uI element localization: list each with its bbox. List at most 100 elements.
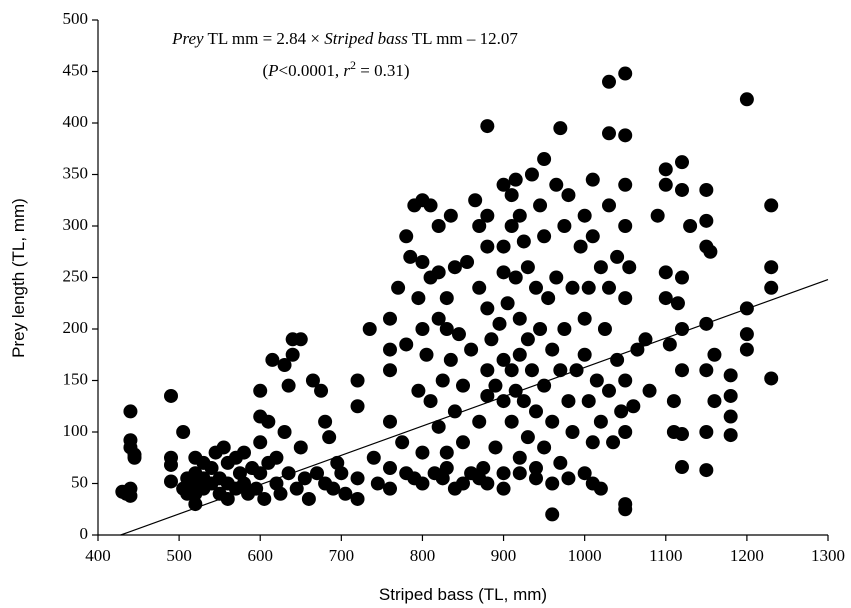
point xyxy=(614,404,629,419)
point xyxy=(561,471,576,486)
point xyxy=(383,363,397,378)
point xyxy=(188,497,203,512)
point xyxy=(658,177,673,192)
point xyxy=(707,394,722,409)
fit-line xyxy=(120,278,829,536)
point xyxy=(127,450,142,465)
point xyxy=(618,128,633,143)
point xyxy=(529,280,543,295)
point xyxy=(488,378,503,393)
x-tick-label: 1100 xyxy=(649,546,682,565)
point xyxy=(289,481,304,496)
point xyxy=(764,371,779,386)
point xyxy=(456,476,470,491)
point xyxy=(675,427,689,442)
point xyxy=(516,234,531,249)
x-tick-label: 500 xyxy=(166,546,192,565)
point xyxy=(415,255,430,270)
point xyxy=(456,435,470,450)
point xyxy=(383,481,397,496)
point xyxy=(666,394,681,409)
point xyxy=(565,425,580,439)
point xyxy=(496,239,511,254)
point xyxy=(480,363,495,378)
point xyxy=(431,311,446,326)
point xyxy=(703,244,718,259)
point xyxy=(602,280,616,295)
point xyxy=(496,466,511,481)
point xyxy=(403,249,418,264)
point xyxy=(350,491,365,506)
y-tick-label: 150 xyxy=(63,369,89,388)
x-tick-label: 900 xyxy=(491,546,517,565)
point xyxy=(675,270,689,285)
point xyxy=(496,177,511,192)
point xyxy=(707,347,722,362)
point xyxy=(391,280,406,295)
y-axis-title: Prey length (TL, mm) xyxy=(9,198,28,358)
point xyxy=(508,270,523,285)
point xyxy=(618,66,633,81)
point xyxy=(496,481,511,496)
point xyxy=(764,198,779,213)
point xyxy=(585,229,600,244)
point xyxy=(723,368,738,383)
point xyxy=(439,322,454,336)
point xyxy=(577,347,592,362)
point xyxy=(164,474,178,489)
point xyxy=(447,260,462,275)
point xyxy=(573,239,588,254)
point xyxy=(439,461,454,476)
point xyxy=(350,471,365,486)
point xyxy=(237,445,251,460)
x-tick-label: 1200 xyxy=(730,546,764,565)
point xyxy=(520,430,535,445)
point xyxy=(443,208,458,223)
point xyxy=(516,394,531,409)
point xyxy=(508,383,523,398)
point xyxy=(439,291,454,306)
point xyxy=(699,213,714,228)
point xyxy=(723,388,738,403)
point xyxy=(512,208,527,223)
point xyxy=(618,502,633,517)
point xyxy=(468,193,483,208)
point xyxy=(602,198,616,213)
y-tick-label: 450 xyxy=(63,60,89,79)
point xyxy=(650,208,665,223)
point xyxy=(362,322,377,336)
point xyxy=(314,383,329,398)
point xyxy=(699,182,714,197)
point xyxy=(253,435,268,450)
x-tick-label: 700 xyxy=(329,546,355,565)
point xyxy=(553,363,568,378)
point xyxy=(480,388,495,403)
point xyxy=(699,463,714,478)
point xyxy=(277,358,292,373)
point xyxy=(593,481,608,496)
point xyxy=(541,291,556,306)
point xyxy=(123,404,138,419)
y-tick-label: 100 xyxy=(63,421,89,440)
point xyxy=(606,435,621,450)
point xyxy=(423,394,438,409)
point xyxy=(589,373,604,388)
point xyxy=(739,92,754,107)
point xyxy=(407,471,422,486)
point xyxy=(723,409,738,424)
point xyxy=(553,121,568,136)
point xyxy=(415,445,430,460)
point xyxy=(164,388,178,403)
point xyxy=(520,260,535,275)
point xyxy=(610,352,625,367)
point xyxy=(764,260,779,275)
point xyxy=(472,280,487,295)
point xyxy=(480,119,495,134)
point xyxy=(557,322,572,336)
point xyxy=(464,342,479,357)
point xyxy=(638,332,653,347)
point xyxy=(537,378,552,393)
point xyxy=(553,455,568,470)
point xyxy=(496,265,511,280)
